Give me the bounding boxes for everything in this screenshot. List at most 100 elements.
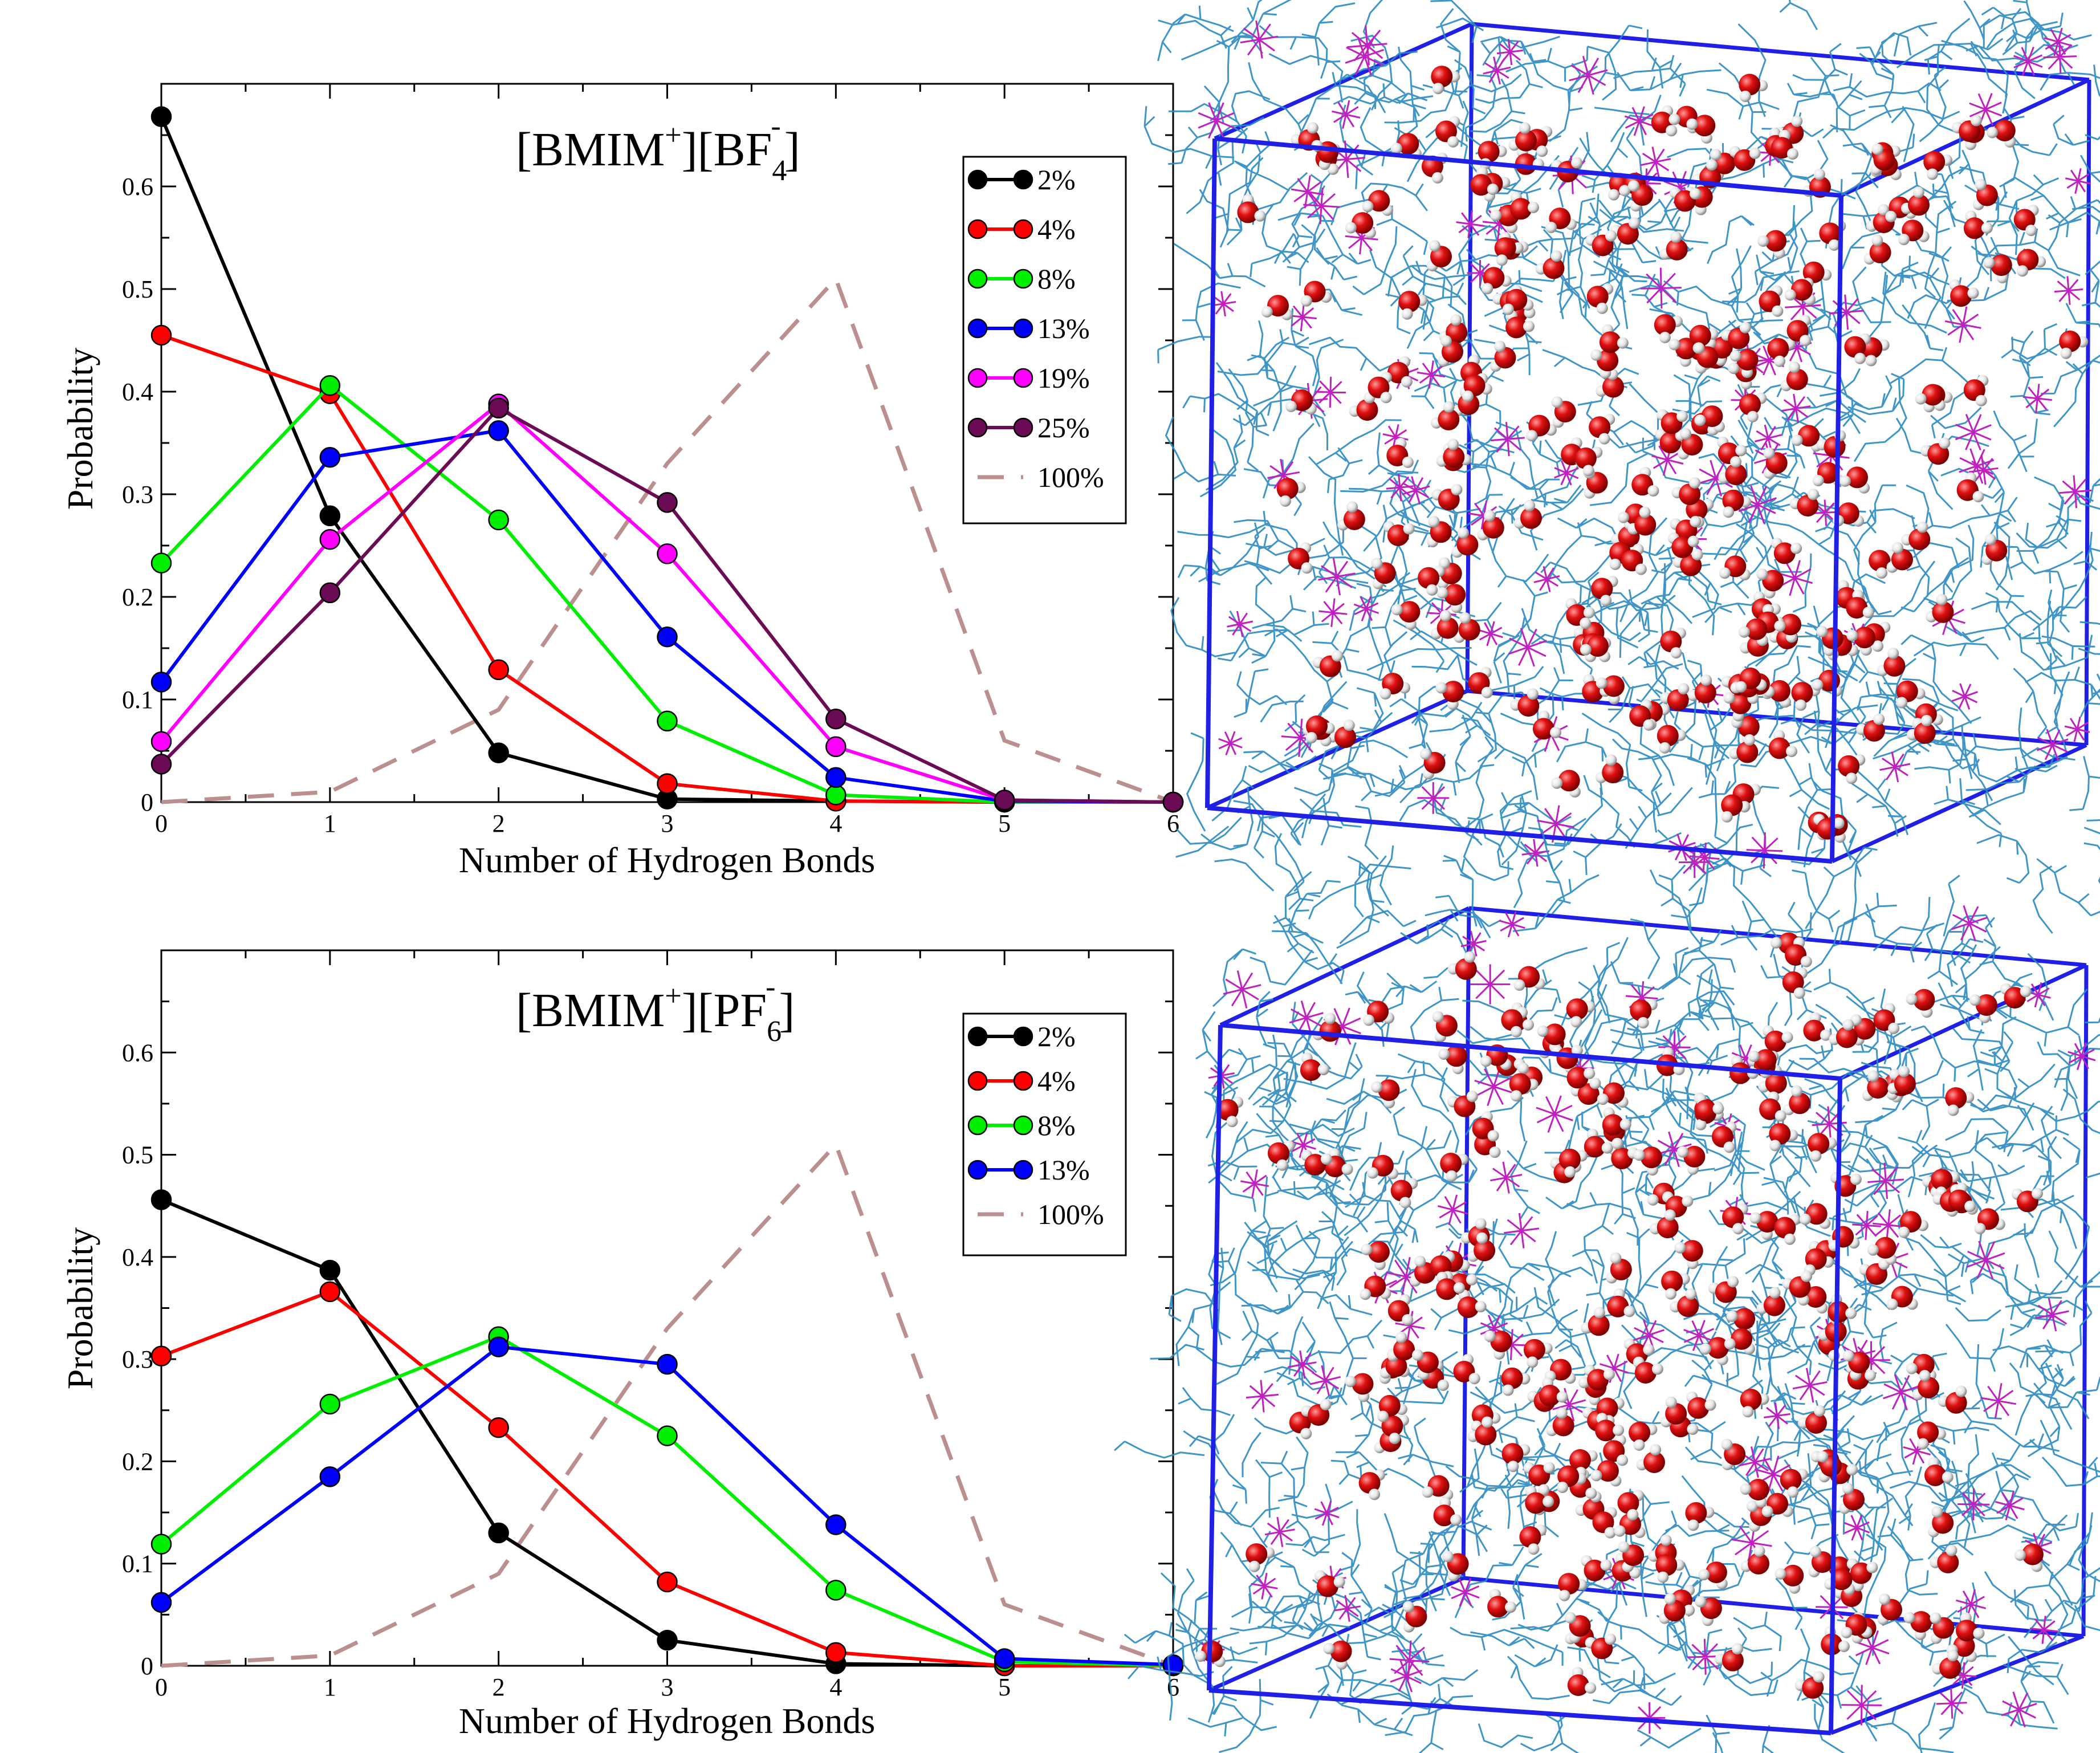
oxygen-atom	[1869, 241, 1891, 263]
hydrogen-atom	[2032, 1187, 2043, 1199]
hydrogen-atom	[1361, 1243, 1373, 1255]
water-molecule	[1305, 715, 1335, 743]
oxygen-atom	[1352, 1373, 1374, 1395]
oxygen-atom	[1317, 1575, 1338, 1597]
water-molecule	[1749, 1211, 1779, 1240]
oxygen-atom	[1586, 286, 1609, 308]
snapshot-bf4	[1143, 0, 2100, 947]
water-molecule	[1494, 237, 1524, 266]
hydrogen-atom	[1730, 456, 1742, 468]
oxygen-atom	[1867, 1077, 1889, 1099]
water-molecule	[1387, 1294, 1414, 1326]
legend-entry: 100%	[978, 461, 1104, 493]
oxygen-atom	[1945, 1087, 1967, 1109]
legend-label: 8%	[1037, 263, 1076, 295]
data-point	[150, 1534, 172, 1555]
hydrogen-atom	[1719, 567, 1731, 579]
oxygen-atom	[1539, 1385, 1561, 1406]
hydrogen-atom	[1846, 1464, 1858, 1476]
hydrogen-atom	[1523, 320, 1535, 332]
legend-label: 25%	[1037, 412, 1090, 444]
water-molecule	[1419, 748, 1446, 780]
hydrogen-atom	[1320, 1153, 1332, 1165]
oxygen-atom	[1457, 1296, 1479, 1318]
legend-entry: 8%	[967, 263, 1076, 295]
water-molecule	[1657, 409, 1688, 434]
hydrogen-atom	[1545, 221, 1557, 233]
oxygen-atom	[1707, 1337, 1729, 1359]
hydrogen-atom	[1975, 178, 1987, 190]
oxygen-atom	[1891, 548, 1913, 571]
oxygen-atom	[1993, 120, 2016, 141]
water-molecule	[1729, 349, 1759, 378]
oxygen-atom	[1519, 1526, 1541, 1548]
water-molecule	[1972, 178, 1998, 210]
hydrogen-atom	[1343, 719, 1355, 731]
water-molecule	[1633, 1146, 1662, 1176]
water-molecule	[1649, 1209, 1679, 1239]
hydrogen-atom	[1482, 1416, 1493, 1428]
water-molecule	[1513, 966, 1545, 991]
hydrogen-atom	[1704, 1399, 1716, 1411]
water-molecule	[1833, 502, 1865, 527]
hydrogen-atom	[1917, 1438, 1929, 1450]
data-point	[657, 710, 678, 732]
water-molecule	[1371, 558, 1396, 589]
data-point	[150, 731, 172, 753]
hydrogen-atom	[1527, 1356, 1539, 1368]
hydrogen-atom	[1969, 994, 1981, 1006]
box-edge	[1207, 1024, 1223, 1691]
hydrogen-atom	[1489, 1146, 1501, 1158]
hydrogen-atom	[1551, 396, 1563, 408]
hydrogen-atom	[1738, 626, 1750, 638]
data-point	[657, 773, 678, 794]
hydrogen-atom	[1867, 1244, 1879, 1256]
hydrogen-atom	[1967, 287, 1979, 299]
oxygen-atom	[1267, 1142, 1289, 1164]
hydrogen-atom	[1475, 1218, 1487, 1230]
hydrogen-atom	[1431, 172, 1443, 184]
water-molecule	[1945, 1087, 1975, 1116]
oxygen-atom	[1932, 601, 1954, 623]
oxygen-atom	[1456, 534, 1479, 556]
oxygen-atom	[1356, 399, 1378, 421]
hydrogen-atom	[1710, 149, 1721, 160]
chart-bf4: 0 0.1 0.2 0.3 0.4 0.5 0.6 0 1 2 3 4 5 6 [BMIM+][BF4-…	[60, 83, 1184, 880]
water-molecule	[1828, 1294, 1857, 1323]
hydrogen-atom	[1261, 306, 1273, 318]
x-tick-label: 3	[661, 1673, 674, 1701]
hydrogen-atom	[1590, 349, 1602, 361]
water-molecule	[1526, 414, 1557, 442]
oxygen-atom	[1607, 1295, 1629, 1317]
hydrogen-atom	[1635, 563, 1647, 575]
legend-marker	[967, 1115, 988, 1136]
hydrogen-atom	[1970, 115, 1982, 127]
hydrogen-atom	[1846, 772, 1858, 784]
water-molecule	[1711, 1121, 1737, 1153]
oxygen-atom	[1558, 1573, 1580, 1595]
hydrogen-atom	[1426, 584, 1438, 596]
oxygen-atom	[1731, 1328, 1753, 1350]
water-molecule	[1695, 1596, 1722, 1626]
hydrogen-atom	[1790, 1085, 1802, 1097]
water-molecule	[1381, 1414, 1409, 1445]
oxygen-atom	[1923, 151, 1946, 173]
oxygen-atom	[1201, 1640, 1223, 1662]
water-molecule	[1312, 650, 1344, 677]
legend-marker	[967, 318, 988, 339]
hydrogen-atom	[1346, 501, 1358, 513]
oxygen-atom	[1446, 322, 1468, 344]
oxygen-atom	[1532, 718, 1554, 740]
legend-entry: 4%	[967, 213, 1076, 245]
oxygen-atom	[1501, 1367, 1523, 1389]
hydrogen-atom	[1927, 168, 1938, 180]
water-molecule	[1566, 998, 1596, 1028]
legend: 2% 4% 8% 13% 19% 25% 100%	[962, 156, 1127, 524]
hydrogen-atom	[1402, 1601, 1414, 1613]
water-molecule	[1782, 967, 1808, 999]
water-molecule	[1718, 456, 1747, 486]
legend-label: 4%	[1037, 213, 1076, 245]
oxygen-atom	[1237, 201, 1259, 223]
hydrogen-atom	[1727, 1276, 1739, 1288]
hydrogen-atom	[1332, 650, 1344, 662]
